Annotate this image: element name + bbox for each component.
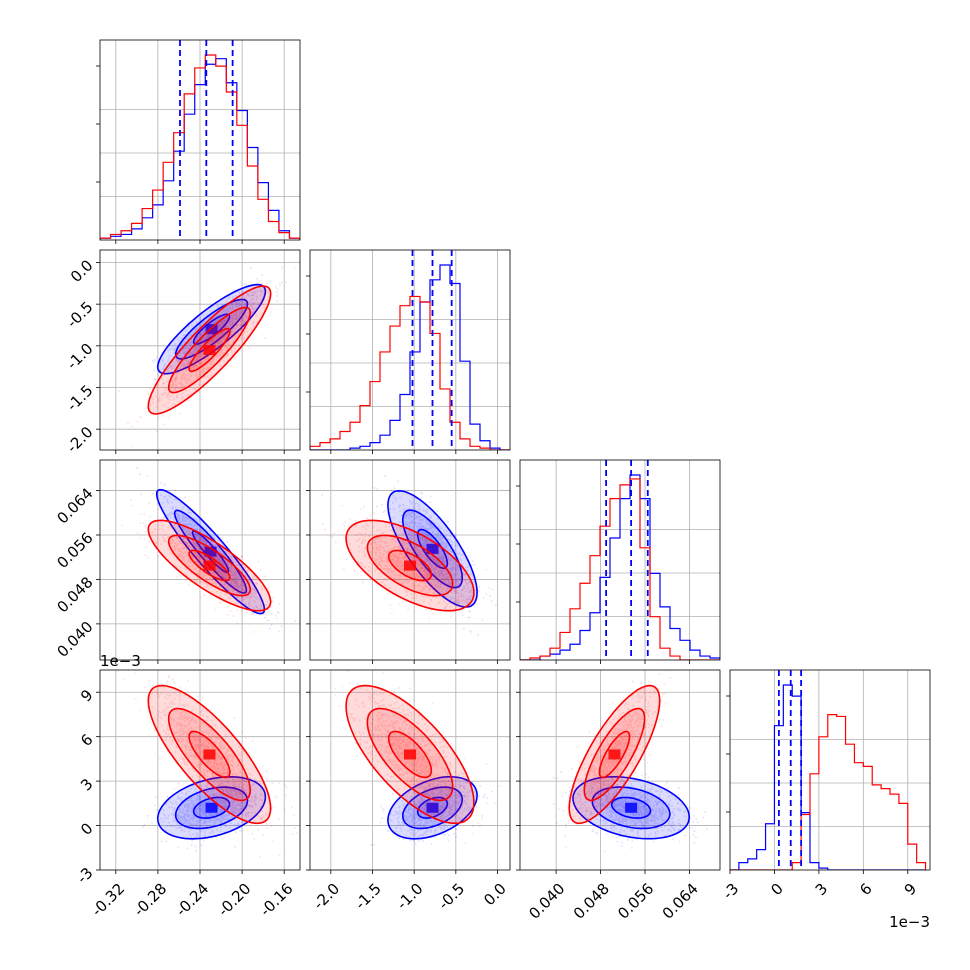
histogram-series-1: [310, 264, 510, 450]
y-tick-label: 0.040: [53, 618, 96, 661]
x-tick-label: -0.24: [172, 880, 212, 920]
x-tick-label: 6: [856, 880, 875, 899]
y-tick-label: 0.056: [53, 529, 96, 572]
histogram-series-2: [100, 54, 300, 240]
x-tick-label: 0.048: [570, 880, 613, 923]
y-tick-label: 0.048: [53, 573, 96, 616]
hist-panel-3: [520, 460, 720, 660]
scatter-panel-4-3: [520, 670, 720, 870]
x-tick-label: 3: [812, 880, 831, 899]
sample-points: [363, 474, 497, 636]
scatter-series-2: [556, 670, 672, 849]
y-offset-label: 1e−3: [100, 652, 141, 670]
x-tick-label: -0.32: [88, 880, 128, 920]
scatter-series-2: [123, 671, 298, 870]
hist-panel-2: [310, 250, 510, 450]
y-tick-label: -3: [73, 864, 96, 887]
panel-frame: [729, 669, 931, 871]
density-peak: [205, 802, 218, 813]
density-peak: [625, 802, 638, 813]
scatter-series-2: [321, 494, 494, 620]
x-tick-label: -0.5: [435, 880, 468, 913]
scatter-series-1: [552, 764, 708, 853]
y-tick-label: -2.0: [63, 423, 96, 456]
scatter-series-2: [121, 499, 280, 633]
histogram-series-1: [730, 684, 926, 870]
hist-panel-1: [100, 40, 300, 240]
y-tick-label: 6: [77, 730, 96, 749]
x-tick-label: -0.16: [256, 880, 296, 920]
sample-points: [321, 494, 494, 620]
density-peak: [426, 802, 439, 813]
x-tick-label: -3: [719, 880, 742, 903]
y-tick-label: 0.064: [53, 484, 96, 527]
density-peak: [205, 324, 218, 335]
x-tick-label: 0: [767, 880, 786, 899]
x-tick-label: -1.5: [351, 880, 384, 913]
x-tick-label: 0.0: [480, 880, 510, 910]
y-tick-label: 9: [77, 686, 96, 705]
x-tick-label: 0.040: [525, 880, 568, 923]
scatter-series-2: [330, 670, 501, 844]
scatter-panel-4-2: [310, 670, 510, 870]
density-peak: [404, 560, 416, 571]
scatter-panel-4-1: [100, 670, 300, 870]
x-tick-label: -0.20: [214, 880, 254, 920]
panel-frame: [309, 669, 511, 871]
y-tick-label: -0.5: [63, 298, 96, 331]
histogram-series-1: [520, 474, 720, 660]
density-peak: [404, 749, 416, 760]
density-peak: [204, 546, 217, 557]
y-tick-label: -1.0: [63, 340, 96, 373]
panel-frame: [519, 669, 721, 871]
density-peak: [203, 560, 216, 571]
density-peak: [426, 543, 439, 554]
hist-panel-4: [730, 670, 930, 870]
x-tick-label: -1.0: [393, 880, 426, 913]
y-tick-label: 0: [77, 819, 96, 838]
panel-frame: [519, 459, 721, 661]
sample-points: [142, 762, 288, 852]
scatter-series-2: [127, 266, 296, 448]
x-tick-label: 0.064: [659, 880, 702, 923]
x-tick-label: -0.28: [130, 880, 170, 920]
scatter-panel-2-1: [100, 250, 300, 450]
histogram-series-2: [520, 478, 720, 660]
histogram-series-1: [100, 58, 300, 240]
x-tick-label: -2.0: [310, 880, 343, 913]
scatter-panel-3-1: [100, 460, 300, 660]
y-tick-label: -1.5: [63, 381, 96, 414]
density-peak: [203, 749, 216, 760]
y-tick-label: 0.0: [67, 256, 97, 286]
panel-frame: [309, 459, 511, 661]
x-offset-label: 1e−3: [889, 913, 930, 931]
x-tick-label: 9: [901, 880, 920, 899]
y-tick-label: 3: [77, 775, 96, 794]
scatter-series-1: [142, 762, 288, 852]
x-tick-label: 0.056: [614, 880, 657, 923]
density-peak: [203, 345, 216, 355]
scatter-series-1: [363, 474, 497, 636]
histogram-series-2: [310, 295, 510, 450]
panel-frame: [309, 249, 511, 451]
scatter-panel-3-2: [310, 460, 510, 660]
histogram-series-2: [730, 714, 927, 870]
density-peak: [608, 749, 621, 760]
